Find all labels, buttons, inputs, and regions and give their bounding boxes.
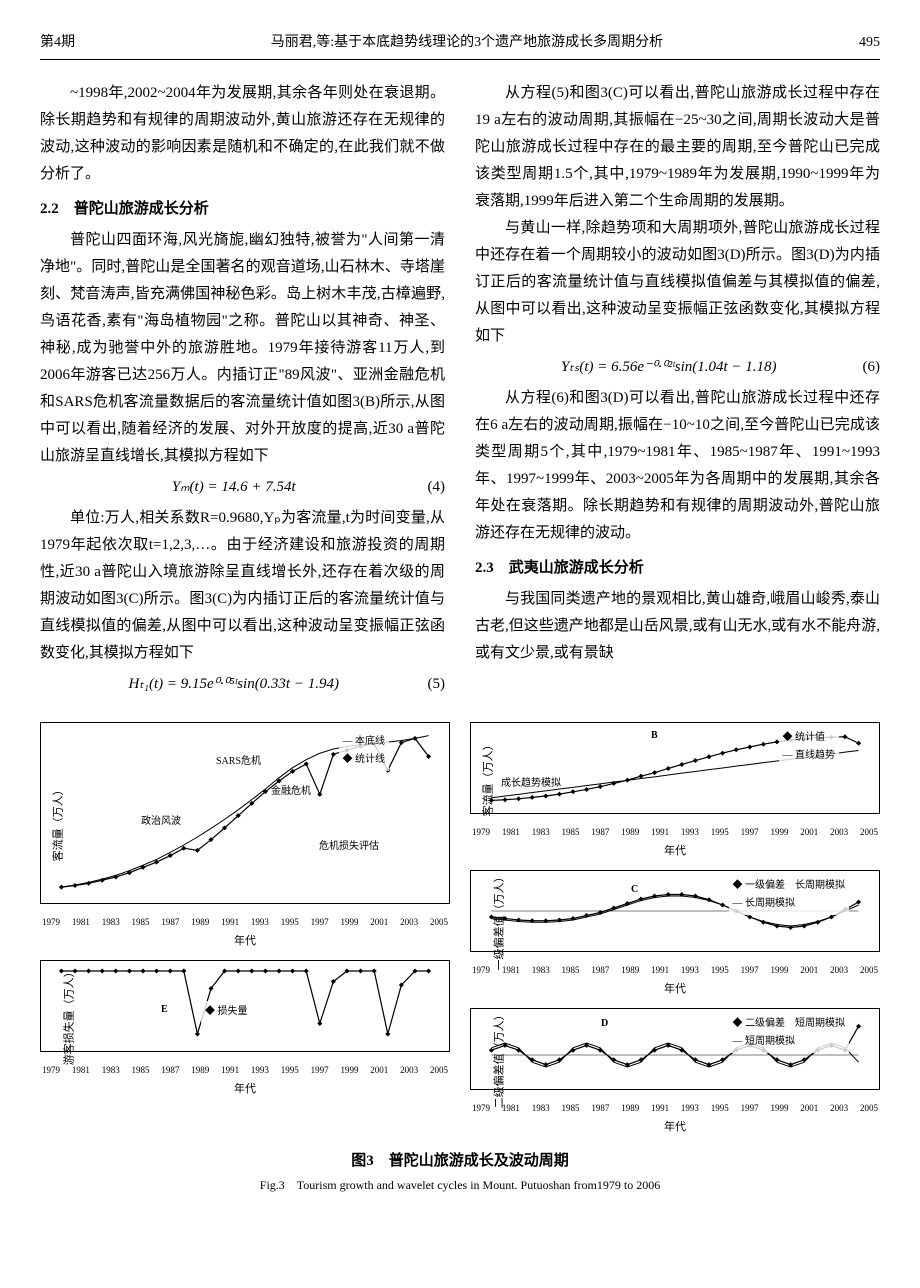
chart-B: 客流量（万人） B ◆ 统计值 — 直线趋势 成长趋势模拟 bbox=[470, 722, 880, 814]
chart-A-ylabel: 客流量（万人） bbox=[50, 785, 70, 862]
chart-A-loss: 游客损失量（万人） ◆ 损失量 E bbox=[40, 960, 450, 1052]
figure-3: 客流量（万人） — 本底线 ◆ 统计线 SARS危机 金融危机 政治风波 危机损… bbox=[40, 722, 880, 1197]
ann-E: E bbox=[161, 1001, 168, 1019]
para-4: 从方程(5)和图3(C)可以看出,普陀山旅游成长过程中存在19 a左右的波动周期… bbox=[475, 80, 880, 215]
chart-C-xlabel: 年代 bbox=[470, 980, 880, 1000]
running-title: 马丽君,等:基于本底趋势线理论的3个遗产地旅游成长多周期分析 bbox=[271, 30, 663, 55]
left-column: ~1998年,2002~2004年为发展期,其余各年则处在衰退期。除长期趋势和有… bbox=[40, 80, 445, 702]
ann-sars: SARS危机 bbox=[216, 753, 261, 771]
chart-B-xlabel: 年代 bbox=[470, 842, 880, 862]
ann-politics: 政治风波 bbox=[141, 813, 181, 831]
body-columns: ~1998年,2002~2004年为发展期,其余各年则处在衰退期。除长期趋势和有… bbox=[40, 80, 880, 702]
chart-Aloss-legend: ◆ 损失量 bbox=[201, 1001, 252, 1023]
para-2: 普陀山四面环海,风光旖旎,幽幻独特,被誉为"人间第一清净地"。同时,普陀山是全国… bbox=[40, 227, 445, 470]
chart-B-ylabel: 客流量（万人） bbox=[480, 740, 500, 817]
para-7: 与我国同类遗产地的景观相比,黄山雄奇,峨眉山峻秀,泰山古老,但这些遗产地都是山岳… bbox=[475, 586, 880, 667]
section-2-2: 2.2 普陀山旅游成长分析 bbox=[40, 196, 445, 223]
chart-Aloss-ylabel: 游客损失量（万人） bbox=[61, 967, 81, 1066]
para-1: ~1998年,2002~2004年为发展期,其余各年则处在衰退期。除长期趋势和有… bbox=[40, 80, 445, 188]
eq5-body: Hₜ₁(t) = 9.15e⁰·⁰⁵ᵗsin(0.33t − 1.94) bbox=[129, 676, 339, 692]
panel-D-label: D bbox=[601, 1015, 608, 1033]
eq4-body: Yₘ(t) = 14.6 + 7.54t bbox=[172, 479, 296, 495]
eq6-body: Yₜₛ(t) = 6.56e⁻⁰·⁰²ᵗsin(1.04t − 1.18) bbox=[561, 359, 777, 375]
chart-A-xlabel: 年代 bbox=[40, 932, 450, 952]
ann-loss-eval: 危机损失评估 bbox=[319, 838, 379, 856]
right-column: 从方程(5)和图3(C)可以看出,普陀山旅游成长过程中存在19 a左右的波动周期… bbox=[475, 80, 880, 702]
section-2-3: 2.3 武夷山旅游成长分析 bbox=[475, 555, 880, 582]
panel-C-label: C bbox=[631, 881, 638, 899]
page-header: 第4期 马丽君,等:基于本底趋势线理论的3个遗产地旅游成长多周期分析 495 bbox=[40, 30, 880, 60]
chart-A-legend: — 本底线 ◆ 统计线 bbox=[339, 731, 390, 771]
fig3-caption-en: Fig.3 Tourism growth and wavelet cycles … bbox=[40, 1175, 880, 1197]
equation-5: Hₜ₁(t) = 9.15e⁰·⁰⁵ᵗsin(0.33t − 1.94) (5) bbox=[40, 671, 445, 698]
eq5-num: (5) bbox=[428, 671, 446, 698]
chart-C-ylabel: 一级偏差值（万人） bbox=[491, 872, 511, 971]
ann-finance: 金融危机 bbox=[271, 783, 311, 801]
chart-A-xticks: 1979198119831985198719891991199319951997… bbox=[40, 914, 450, 930]
chart-C-legend: ◆ 一级偏差 长周期模拟 — 长周期模拟 bbox=[729, 875, 850, 915]
eq6-num: (6) bbox=[863, 354, 881, 381]
para-3: 单位:万人,相关系数R=0.9680,Yₚ为客流量,t为时间变量,从1979年起… bbox=[40, 505, 445, 667]
chart-D: 二级偏差值（万人） D ◆ 二级偏差 短周期模拟 — 短周期模拟 bbox=[470, 1008, 880, 1090]
chart-B-xticks: 1979198119831985198719891991199319951997… bbox=[470, 824, 880, 840]
left-charts: 客流量（万人） — 本底线 ◆ 统计线 SARS危机 金融危机 政治风波 危机损… bbox=[40, 722, 450, 1138]
chart-D-ylabel: 二级偏差值（万人） bbox=[491, 1010, 511, 1109]
equation-6: Yₜₛ(t) = 6.56e⁻⁰·⁰²ᵗsin(1.04t − 1.18) (6… bbox=[475, 354, 880, 381]
eq4-num: (4) bbox=[428, 474, 446, 501]
chart-Aloss-xlabel: 年代 bbox=[40, 1080, 450, 1100]
chart-A: 客流量（万人） — 本底线 ◆ 统计线 SARS危机 金融危机 政治风波 危机损… bbox=[40, 722, 450, 904]
ann-growth: 成长趋势模拟 bbox=[501, 775, 561, 793]
right-charts: 客流量（万人） B ◆ 统计值 — 直线趋势 成长趋势模拟 1979198119… bbox=[470, 722, 880, 1138]
panel-B-label: B bbox=[651, 727, 658, 745]
chart-B-legend: ◆ 统计值 — 直线趋势 bbox=[779, 727, 840, 767]
chart-D-xticks: 1979198119831985198719891991199319951997… bbox=[470, 1100, 880, 1116]
chart-C: 一级偏差值（万人） C ◆ 一级偏差 长周期模拟 — 长周期模拟 bbox=[470, 870, 880, 952]
chart-D-xlabel: 年代 bbox=[470, 1118, 880, 1138]
para-6: 从方程(6)和图3(D)可以看出,普陀山旅游成长过程中还存在6 a左右的波动周期… bbox=[475, 385, 880, 547]
page-number: 495 bbox=[859, 30, 880, 55]
chart-C-xticks: 1979198119831985198719891991199319951997… bbox=[470, 962, 880, 978]
issue-label: 第4期 bbox=[40, 30, 75, 55]
equation-4: Yₘ(t) = 14.6 + 7.54t (4) bbox=[40, 474, 445, 501]
chart-Aloss-xticks: 1979198119831985198719891991199319951997… bbox=[40, 1062, 450, 1078]
fig3-caption-zh: 图3 普陀山旅游成长及波动周期 bbox=[40, 1148, 880, 1175]
para-5: 与黄山一样,除趋势项和大周期项外,普陀山旅游成长过程中还存在着一个周期较小的波动… bbox=[475, 215, 880, 350]
chart-D-legend: ◆ 二级偏差 短周期模拟 — 短周期模拟 bbox=[729, 1013, 850, 1053]
